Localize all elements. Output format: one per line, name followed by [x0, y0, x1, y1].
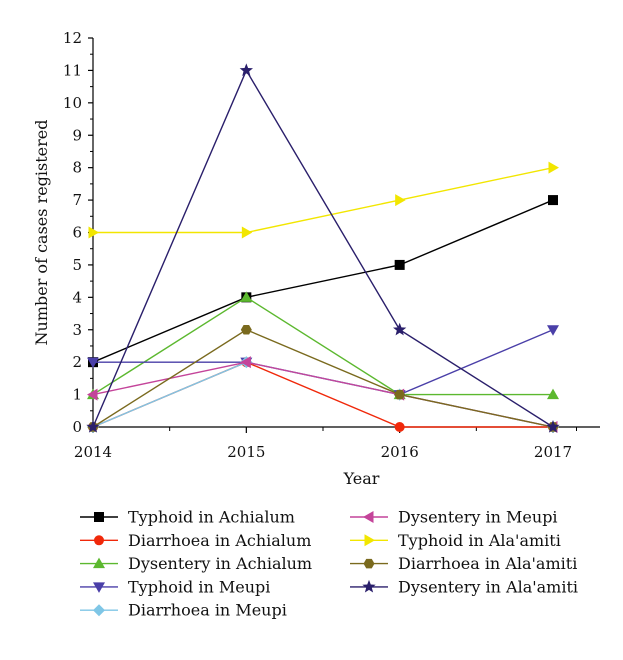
legend-marker: [363, 511, 374, 523]
y-tick-label: 6: [72, 224, 82, 242]
data-point: [240, 356, 251, 369]
data-point: [394, 259, 405, 270]
y-tick-label: 8: [72, 159, 82, 177]
legend-marker: [93, 604, 105, 617]
legend-item: Dysentery in Meupi: [350, 508, 558, 527]
data-point: [394, 389, 406, 400]
data-point: [548, 161, 559, 174]
y-tick-label: 4: [72, 288, 82, 306]
series-line: [92, 68, 554, 428]
legend-label: Dysentery in Meupi: [398, 508, 558, 527]
y-tick-label: 1: [72, 386, 82, 404]
legend-label: Diarrhoea in Ala'amiti: [398, 554, 577, 573]
series-9: [86, 63, 560, 433]
x-tick-label: 2017: [534, 443, 572, 461]
data-point: [547, 388, 559, 400]
data-point: [393, 322, 407, 336]
legend-item: Diarrhoea in Achialum: [80, 531, 311, 550]
y-axis-title: Number of cases registered: [32, 120, 51, 346]
legend-item: Dysentery in Achialum: [80, 554, 312, 573]
legend-item: Dysentery in Ala'amiti: [350, 577, 578, 596]
y-tick-label: 5: [72, 256, 82, 274]
legend-marker: [93, 582, 105, 593]
series-layer: [86, 63, 560, 433]
legend-item: Typhoid in Achialum: [80, 508, 295, 527]
data-point: [241, 226, 253, 239]
legend-marker: [93, 557, 105, 569]
x-tick-label: 2015: [227, 443, 265, 461]
series-line: [92, 296, 553, 396]
legend-marker: [363, 558, 375, 569]
y-tick-label: 10: [63, 94, 82, 112]
data-point: [395, 194, 406, 207]
data-point: [240, 291, 253, 302]
data-point: [87, 357, 99, 369]
legend-marker: [94, 512, 104, 522]
series-line: [92, 328, 554, 428]
series-7: [88, 161, 559, 239]
data-point: [239, 63, 253, 77]
legend-item: Typhoid in Ala'amiti: [350, 531, 561, 550]
data-point: [548, 195, 558, 206]
y-tick-label: 0: [72, 418, 82, 436]
y-tick-label: 12: [63, 29, 82, 47]
y-tick-label: 9: [72, 126, 82, 144]
legend-label: Dysentery in Ala'amiti: [398, 577, 578, 596]
x-tick-label: 2014: [74, 443, 112, 461]
legend-label: Typhoid in Meupi: [128, 577, 270, 596]
data-point: [240, 324, 252, 335]
legend: Typhoid in Achialum Diarrhoea in Achialum…: [80, 508, 578, 620]
legend-label: Dysentery in Achialum: [128, 554, 312, 573]
legend-item: Diarrhoea in Ala'amiti: [350, 554, 577, 573]
legend-label: Typhoid in Ala'amiti: [398, 531, 561, 550]
legend-label: Diarrhoea in Meupi: [128, 601, 287, 620]
data-point: [547, 325, 559, 336]
y-tick-label: 7: [72, 191, 82, 209]
legend-item: Diarrhoea in Meupi: [80, 601, 287, 620]
series-1: [88, 195, 558, 368]
series-line: [93, 166, 554, 234]
legend-marker: [362, 579, 376, 593]
legend-label: Diarrhoea in Achialum: [128, 531, 311, 550]
legend-marker: [94, 535, 104, 546]
data-point: [546, 420, 560, 433]
legend-item: Typhoid in Meupi: [80, 577, 270, 596]
legend-label: Typhoid in Achialum: [128, 508, 295, 527]
y-tick-label: 2: [72, 353, 82, 371]
series-3: [87, 291, 559, 400]
data-point: [394, 422, 405, 432]
x-tick-label: 2016: [381, 443, 419, 461]
legend-marker: [364, 534, 375, 547]
data-point: [87, 388, 98, 401]
x-axis-title: Year: [343, 469, 380, 488]
y-tick-label: 3: [72, 321, 82, 339]
data-point: [86, 420, 100, 433]
y-tick-label: 11: [63, 61, 82, 79]
data-point: [88, 226, 99, 239]
series-line: [92, 199, 554, 363]
